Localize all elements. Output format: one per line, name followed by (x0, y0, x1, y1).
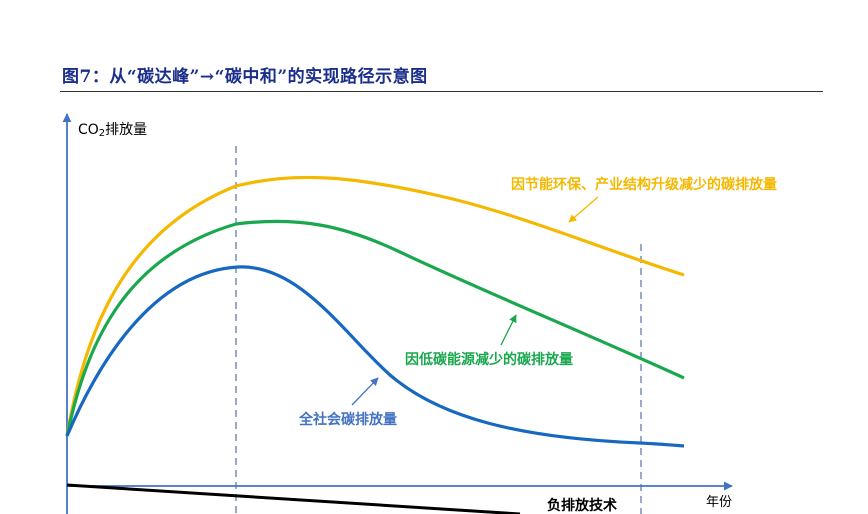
title-divider (60, 91, 823, 92)
y-axis-label: CO2排放量 (78, 122, 147, 139)
total-emission-curve (65, 265, 685, 448)
industrial-reduction-curve (65, 175, 685, 437)
negative-emission-line (66, 483, 521, 514)
y-axis-label-suffix: 排放量 (105, 122, 147, 138)
energy-reduction-curve (65, 219, 685, 437)
industrial-pointer-arrow (568, 196, 599, 223)
industrial-curve-label: 因节能环保、产业结构升级减少的碳排放量 (511, 176, 777, 193)
x-axis-label: 年份 (706, 495, 732, 510)
total-pointer-arrow (351, 377, 379, 406)
figure-title: 图7：从“碳达峰”→“碳中和”的实现路径示意图 (62, 67, 428, 87)
negative-emission-label: 负排放技术 (547, 497, 617, 514)
total-curve-label: 全社会碳排放量 (298, 411, 397, 428)
energy-pointer-arrow (500, 314, 517, 346)
energy-curve-label: 因低碳能源减少的碳排放量 (405, 351, 573, 368)
y-axis-label-prefix: CO (78, 122, 99, 138)
y-axis-label-subscript: 2 (99, 128, 105, 139)
